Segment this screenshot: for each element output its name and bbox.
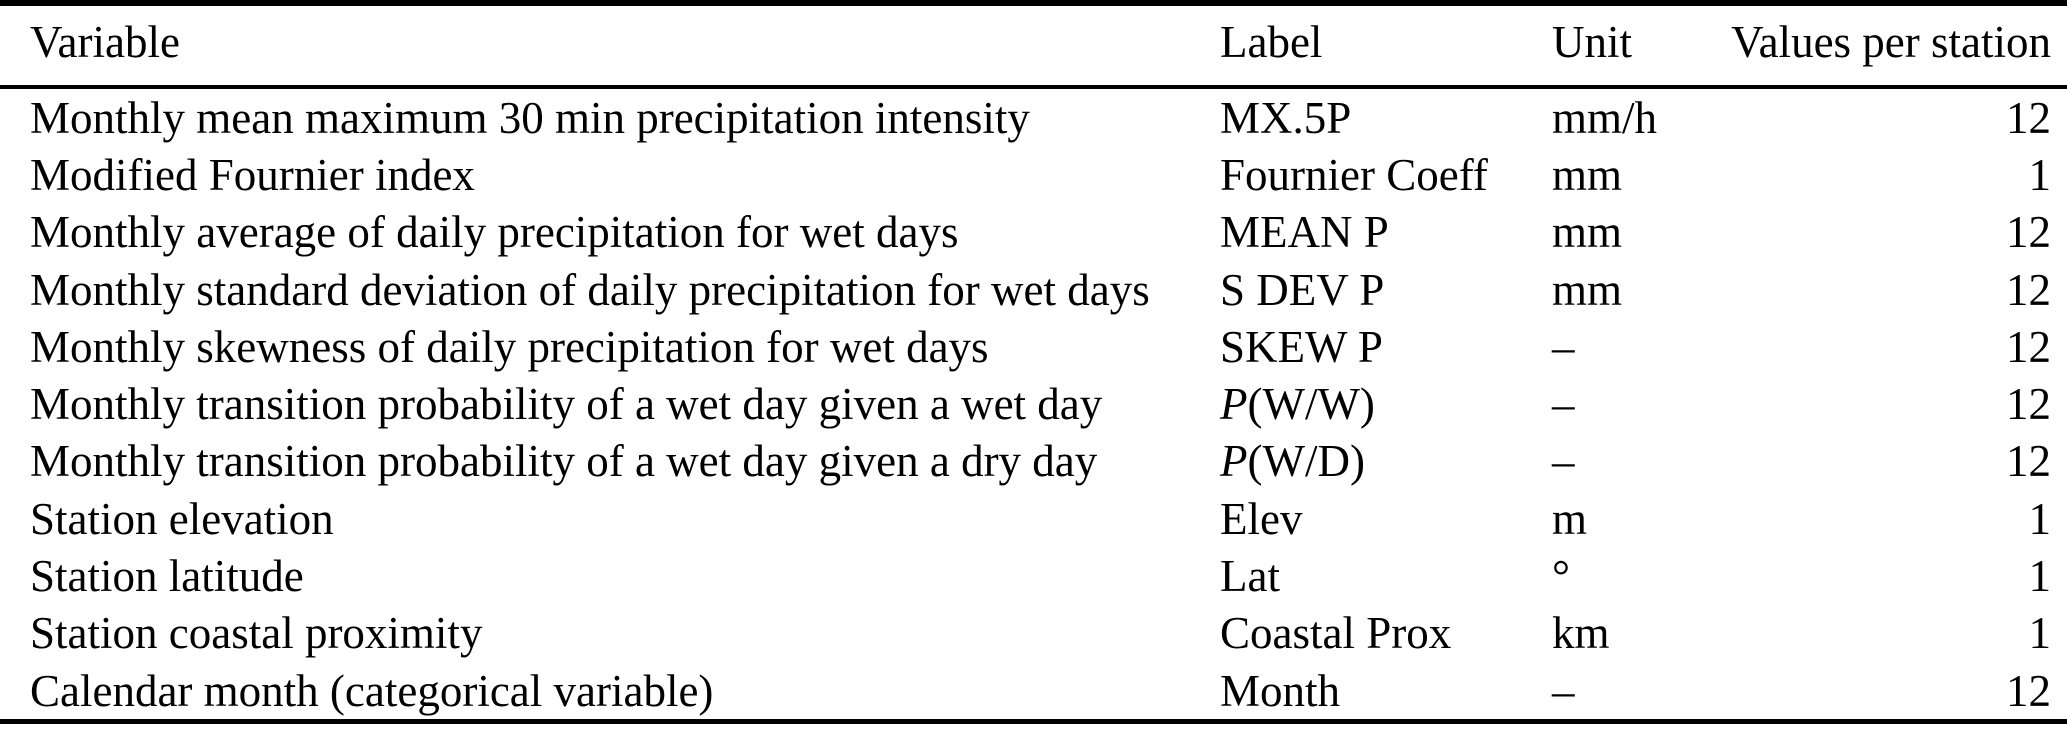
label-text: Month — [1220, 665, 1341, 716]
table-body: Monthly mean maximum 30 min precipitatio… — [0, 87, 2067, 722]
variable-cell: Station coastal proximity — [30, 608, 483, 659]
column-header-values-per-station: Values per station — [1731, 16, 2051, 67]
unit-cell: m — [1552, 493, 1588, 544]
variable-cell: Monthly transition probability of a wet … — [30, 379, 1103, 430]
unit-cell: mm — [1552, 264, 1623, 315]
column-header-unit: Unit — [1552, 16, 1633, 67]
unit-cell: – — [1552, 379, 1575, 430]
values-cell: 12 — [2006, 207, 2051, 258]
table-header: Variable Label Unit Values per station — [0, 3, 2067, 87]
variable-cell: Modified Fournier index — [30, 149, 475, 200]
variable-cell: Monthly average of daily precipitation f… — [30, 207, 959, 258]
values-cell: 1 — [2028, 608, 2052, 659]
values-cell: 1 — [2028, 149, 2052, 200]
label-italic-prefix: P — [1220, 379, 1248, 430]
table-row: Monthly transition probability of a wet … — [0, 433, 2067, 490]
label-cell: MX.5P — [1220, 87, 1552, 146]
unit-cell: mm — [1552, 207, 1623, 258]
label-text: S DEV P — [1220, 264, 1385, 315]
table-row: Monthly average of daily precipitation f… — [0, 204, 2067, 261]
values-cell: 12 — [2006, 436, 2051, 487]
label-cell: P(W/D) — [1220, 433, 1552, 490]
label-cell: Fournier Coeff — [1220, 146, 1552, 203]
label-text: SKEW P — [1220, 321, 1383, 372]
label-cell: SKEW P — [1220, 318, 1552, 375]
label-text: (W/W) — [1247, 379, 1375, 430]
label-cell: P(W/W) — [1220, 375, 1552, 432]
label-cell: Elev — [1220, 490, 1552, 547]
unit-cell: mm/h — [1552, 92, 1658, 143]
values-cell: 1 — [2028, 551, 2052, 602]
label-text: Lat — [1220, 551, 1280, 602]
variable-cell: Monthly mean maximum 30 min precipitatio… — [30, 92, 1030, 143]
variable-cell: Station latitude — [30, 551, 304, 602]
label-cell: S DEV P — [1220, 261, 1552, 318]
unit-cell: mm — [1552, 149, 1623, 200]
variable-cell: Monthly standard deviation of daily prec… — [30, 264, 1150, 315]
values-cell: 12 — [2006, 264, 2051, 315]
label-cell: Month — [1220, 662, 1552, 722]
table-row: Station coastal proximity Coastal Prox k… — [0, 605, 2067, 662]
column-header-label: Label — [1220, 16, 1323, 67]
values-cell: 12 — [2006, 665, 2051, 716]
unit-cell: – — [1552, 665, 1575, 716]
header-row: Variable Label Unit Values per station — [0, 3, 2067, 87]
label-text: MEAN P — [1220, 207, 1389, 258]
unit-cell: – — [1552, 436, 1575, 487]
label-cell: Coastal Prox — [1220, 605, 1552, 662]
values-cell: 12 — [2006, 92, 2051, 143]
unit-cell: km — [1552, 608, 1610, 659]
unit-cell: – — [1552, 321, 1575, 372]
label-text: Coastal Prox — [1220, 608, 1452, 659]
label-cell: MEAN P — [1220, 204, 1552, 261]
label-text: Fournier Coeff — [1220, 149, 1488, 200]
values-cell: 12 — [2006, 379, 2051, 430]
table-row: Modified Fournier index Fournier Coeff m… — [0, 146, 2067, 203]
table-row: Station latitude Lat ° 1 — [0, 547, 2067, 604]
unit-cell: ° — [1552, 551, 1570, 602]
label-cell: Lat — [1220, 547, 1552, 604]
values-cell: 1 — [2028, 493, 2052, 544]
label-text: MX.5P — [1220, 92, 1352, 143]
label-text: (W/D) — [1247, 436, 1365, 487]
label-italic-prefix: P — [1220, 436, 1248, 487]
variable-cell: Calendar month (categorical variable) — [30, 665, 714, 716]
table-row: Monthly standard deviation of daily prec… — [0, 261, 2067, 318]
values-cell: 12 — [2006, 321, 2051, 372]
table-row: Monthly transition probability of a wet … — [0, 375, 2067, 432]
variable-cell: Station elevation — [30, 493, 334, 544]
variable-cell: Monthly skewness of daily precipitation … — [30, 321, 989, 372]
table-row: Monthly mean maximum 30 min precipitatio… — [0, 87, 2067, 146]
variable-cell: Monthly transition probability of a wet … — [30, 436, 1098, 487]
table-row: Station elevation Elev m 1 — [0, 490, 2067, 547]
table-row: Calendar month (categorical variable) Mo… — [0, 662, 2067, 722]
label-text: Elev — [1220, 493, 1303, 544]
column-header-variable: Variable — [30, 16, 180, 67]
table-row: Monthly skewness of daily precipitation … — [0, 318, 2067, 375]
